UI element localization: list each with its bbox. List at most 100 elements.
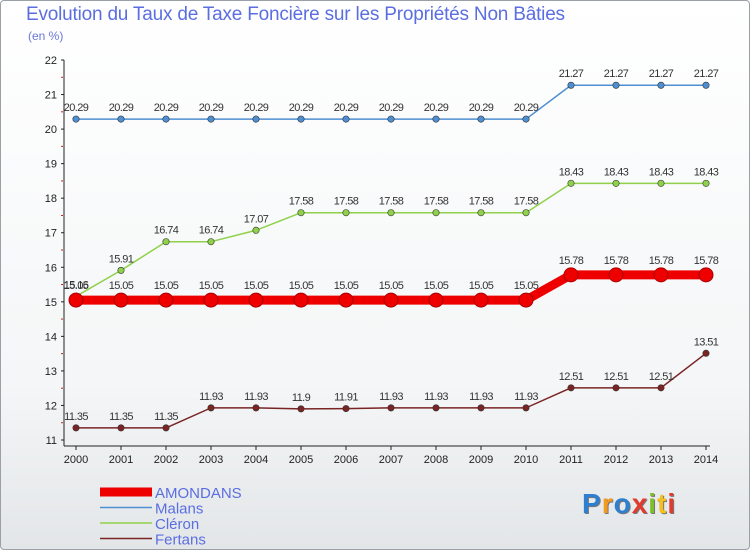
data-label-cl-ron-2005: 17.58 bbox=[289, 196, 314, 208]
data-label-amondans-2005: 15.05 bbox=[289, 280, 314, 292]
data-label-cl-ron-2002: 16.74 bbox=[154, 225, 179, 237]
data-label-amondans-2013: 15.78 bbox=[649, 255, 674, 267]
point-malans-2012 bbox=[612, 81, 620, 89]
data-label-cl-ron-2013: 18.43 bbox=[649, 166, 674, 178]
data-label-amondans-2003: 15.05 bbox=[199, 280, 224, 292]
data-label-malans-2013: 21.27 bbox=[649, 68, 674, 80]
point-fertans-2005 bbox=[297, 405, 305, 413]
point-cl-ron-2003 bbox=[207, 238, 215, 246]
point-amondans-2008 bbox=[428, 292, 444, 308]
point-amondans-2011 bbox=[563, 267, 579, 283]
logo-letter: x bbox=[631, 488, 649, 519]
data-label-malans-2010: 20.29 bbox=[514, 102, 539, 114]
point-malans-2009 bbox=[477, 115, 485, 123]
point-malans-2011 bbox=[567, 81, 575, 89]
logo-letter: P bbox=[582, 488, 602, 519]
proxiti-logo: Proxiti bbox=[582, 488, 676, 520]
y-tick-label-14: 14 bbox=[45, 331, 57, 343]
data-label-cl-ron-2000: 15.16 bbox=[64, 279, 89, 291]
point-amondans-2010 bbox=[518, 292, 534, 308]
data-label-fertans-2006: 11.91 bbox=[334, 392, 358, 404]
point-amondans-2014 bbox=[698, 267, 714, 283]
point-cl-ron-2012 bbox=[612, 179, 620, 187]
data-label-fertans-2007: 11.93 bbox=[379, 391, 403, 403]
data-label-fertans-2009: 11.93 bbox=[469, 391, 493, 403]
point-fertans-2007 bbox=[387, 404, 395, 412]
point-amondans-2012 bbox=[608, 267, 624, 283]
point-fertans-2009 bbox=[477, 404, 485, 412]
point-malans-2006 bbox=[342, 115, 350, 123]
data-label-fertans-2008: 11.93 bbox=[424, 391, 448, 403]
data-label-cl-ron-2001: 15.91 bbox=[109, 253, 134, 265]
point-fertans-2001 bbox=[117, 424, 125, 432]
logo-letter: r bbox=[601, 488, 614, 519]
data-label-amondans-2001: 15.05 bbox=[109, 280, 134, 292]
y-tick-label-18: 18 bbox=[45, 193, 57, 205]
data-label-fertans-2012: 12.51 bbox=[604, 371, 629, 383]
point-malans-2000 bbox=[72, 115, 80, 123]
point-fertans-2003 bbox=[207, 404, 215, 412]
logo-letter: t bbox=[657, 488, 668, 519]
y-tick-label-15: 15 bbox=[45, 297, 57, 309]
x-tick-label-2000: 2000 bbox=[64, 454, 88, 466]
x-tick-label-2006: 2006 bbox=[334, 454, 358, 466]
data-label-amondans-2014: 15.78 bbox=[694, 255, 719, 267]
logo-letter: i bbox=[648, 488, 658, 519]
data-label-malans-2004: 20.29 bbox=[244, 102, 269, 114]
data-label-cl-ron-2012: 18.43 bbox=[604, 166, 629, 178]
data-label-malans-2006: 20.29 bbox=[334, 102, 359, 114]
y-tick-label-22: 22 bbox=[45, 55, 57, 67]
data-label-fertans-2000: 11.35 bbox=[64, 411, 88, 423]
data-label-cl-ron-2007: 17.58 bbox=[379, 196, 404, 208]
data-label-fertans-2011: 12.51 bbox=[559, 371, 584, 383]
data-label-amondans-2006: 15.05 bbox=[334, 280, 359, 292]
data-label-cl-ron-2004: 17.07 bbox=[244, 213, 269, 225]
point-malans-2003 bbox=[207, 115, 215, 123]
x-tick-label-2008: 2008 bbox=[424, 454, 448, 466]
point-amondans-2000 bbox=[68, 292, 84, 308]
data-label-malans-2012: 21.27 bbox=[604, 68, 629, 80]
data-label-malans-2002: 20.29 bbox=[154, 102, 179, 114]
x-tick-label-2010: 2010 bbox=[514, 454, 538, 466]
point-amondans-2009 bbox=[473, 292, 489, 308]
x-tick-label-2013: 2013 bbox=[649, 454, 673, 466]
data-label-malans-2003: 20.29 bbox=[199, 102, 224, 114]
data-label-fertans-2004: 11.93 bbox=[244, 391, 268, 403]
y-tick-label-21: 21 bbox=[45, 90, 57, 102]
x-tick-label-2001: 2001 bbox=[109, 454, 133, 466]
point-fertans-2014 bbox=[702, 349, 710, 357]
y-tick-label-13: 13 bbox=[45, 366, 57, 378]
point-cl-ron-2007 bbox=[387, 209, 395, 217]
data-label-amondans-2007: 15.05 bbox=[379, 280, 404, 292]
legend-label-cl-ron: Cléron bbox=[155, 516, 199, 533]
data-label-malans-2005: 20.29 bbox=[289, 102, 314, 114]
x-tick-label-2002: 2002 bbox=[154, 454, 178, 466]
x-tick-label-2011: 2011 bbox=[559, 454, 583, 466]
x-tick-label-2003: 2003 bbox=[199, 454, 223, 466]
data-label-cl-ron-2008: 17.58 bbox=[424, 196, 449, 208]
point-cl-ron-2011 bbox=[567, 179, 575, 187]
point-amondans-2007 bbox=[383, 292, 399, 308]
data-label-malans-2008: 20.29 bbox=[424, 102, 449, 114]
data-label-amondans-2002: 15.05 bbox=[154, 280, 179, 292]
point-malans-2008 bbox=[432, 115, 440, 123]
data-label-malans-2014: 21.27 bbox=[694, 68, 719, 80]
legend-label-fertans: Fertans bbox=[155, 532, 206, 549]
y-tick-label-12: 12 bbox=[45, 400, 57, 412]
data-label-malans-2007: 20.29 bbox=[379, 102, 404, 114]
point-malans-2010 bbox=[522, 115, 530, 123]
data-label-cl-ron-2010: 17.58 bbox=[514, 196, 539, 208]
data-label-cl-ron-2011: 18.43 bbox=[559, 166, 584, 178]
data-label-fertans-2002: 11.35 bbox=[154, 411, 178, 423]
data-label-fertans-2010: 11.93 bbox=[514, 391, 538, 403]
point-amondans-2003 bbox=[203, 292, 219, 308]
x-tick-label-2007: 2007 bbox=[379, 454, 403, 466]
data-label-amondans-2009: 15.05 bbox=[469, 280, 494, 292]
point-malans-2013 bbox=[657, 81, 665, 89]
data-label-cl-ron-2003: 16.74 bbox=[199, 225, 224, 237]
data-label-amondans-2008: 15.05 bbox=[424, 280, 449, 292]
point-cl-ron-2013 bbox=[657, 179, 665, 187]
y-tick-label-19: 19 bbox=[45, 159, 57, 171]
point-malans-2005 bbox=[297, 115, 305, 123]
logo-letter: i bbox=[667, 488, 677, 519]
